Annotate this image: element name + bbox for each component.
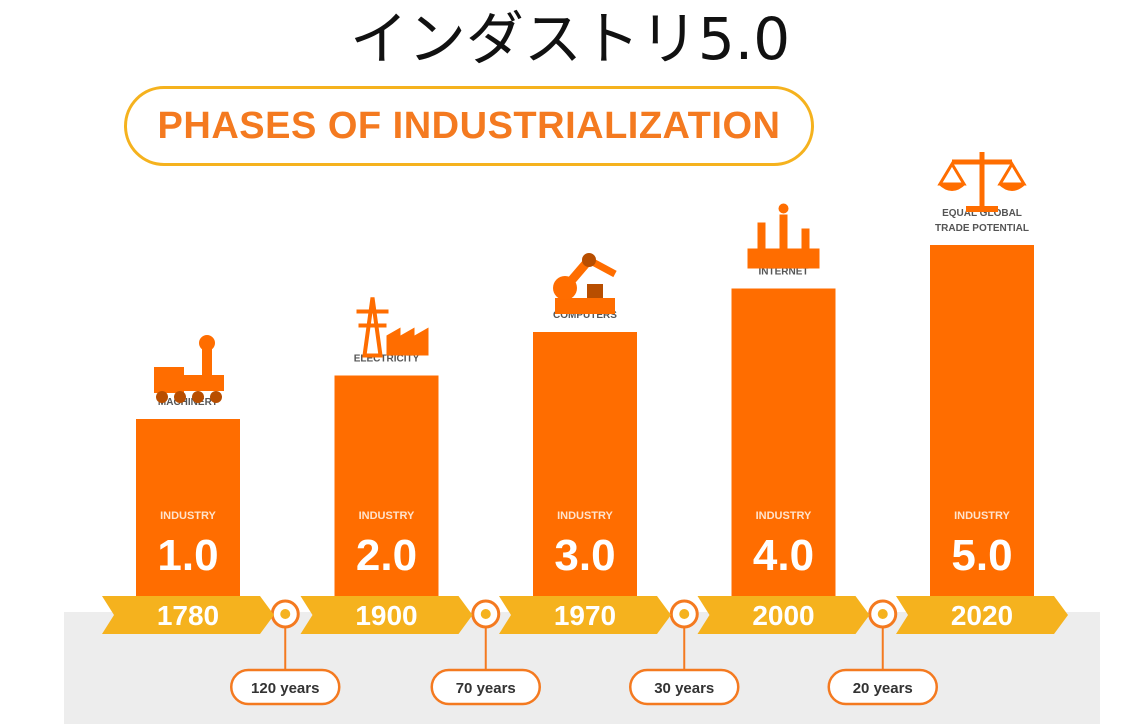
bar-industry-label: INDUSTRY (756, 510, 812, 522)
year-arrow (102, 596, 274, 634)
bar-value-label: 1.0 (157, 531, 218, 580)
phase-annotation: EQUAL GLOBAL (942, 208, 1022, 219)
robot-base (555, 298, 615, 314)
industry-bar (533, 332, 637, 596)
scale-base (966, 206, 998, 212)
phase-annotation: ELECTRICITY (354, 354, 420, 365)
train-wheel (192, 391, 204, 403)
year-label: 1900 (355, 600, 417, 631)
interval-label: 20 years (853, 680, 913, 697)
year-arrow (300, 596, 473, 634)
factory-body (747, 248, 820, 269)
year-label: 2020 (951, 600, 1013, 631)
robot-box (587, 284, 603, 298)
balance-scale-icon (937, 152, 1027, 212)
year-arrow (499, 596, 671, 634)
industry-bar (930, 245, 1034, 596)
heading-pill: PHASES OF INDUSTRIALIZATION (124, 86, 814, 166)
phase-annotation: TRADE POTENTIAL (935, 223, 1029, 234)
bar-industry-label: INDUSTRY (359, 510, 415, 522)
bar-value-label: 2.0 (356, 531, 417, 580)
bar-industry-label: INDUSTRY (954, 510, 1010, 522)
industry-bar (136, 419, 240, 596)
scale-right-pan (998, 184, 1026, 191)
page-title: インダストリ5.0 (349, 5, 791, 73)
train-wheel (156, 391, 168, 403)
train-wheel (210, 391, 222, 403)
factory-chimney (757, 222, 766, 251)
bar-industry-label: INDUSTRY (160, 510, 216, 522)
factory (386, 327, 429, 356)
year-label: 2000 (752, 600, 814, 631)
interval-marker-dot (679, 609, 690, 619)
factory-icon (747, 203, 820, 269)
interval-label: 70 years (456, 680, 516, 697)
robot-elbow (582, 253, 596, 267)
train-smoke (199, 335, 215, 351)
steam-train-icon (154, 335, 224, 403)
train-wheel (174, 391, 186, 403)
interval-label: 120 years (251, 680, 319, 697)
robot-arm-icon (553, 253, 617, 314)
year-label: 1780 (157, 600, 219, 631)
train-boiler (184, 375, 224, 391)
factory-chimney (779, 214, 788, 251)
industry-bar (334, 375, 439, 596)
train-chimney (202, 347, 212, 377)
interval-pill (230, 668, 341, 706)
interval-marker-dot (280, 609, 291, 619)
bar-value-label: 4.0 (753, 531, 814, 580)
scale-right-chain (997, 161, 1027, 186)
power-pylon-factory-icon (356, 297, 429, 358)
phase-annotation: INTERNET (759, 267, 809, 278)
interval-marker-dot (877, 609, 888, 619)
train-cab (154, 367, 184, 393)
scale-left-chain (937, 161, 967, 186)
phase-annotation: COMPUTERS (553, 310, 617, 321)
year-arrow (697, 596, 870, 634)
interval-label: 30 years (654, 680, 714, 697)
heading-text: PHASES OF INDUSTRIALIZATION (157, 104, 781, 147)
interval-pill (430, 668, 541, 706)
interval-marker-dot (480, 609, 491, 619)
year-arrow (896, 596, 1068, 634)
bar-value-label: 3.0 (554, 531, 615, 580)
industry-bar (731, 288, 836, 596)
interval-pill (827, 668, 938, 706)
bar-industry-label: INDUSTRY (557, 510, 613, 522)
factory-smoke (778, 203, 789, 214)
interval-pill (629, 668, 740, 706)
year-label: 1970 (554, 600, 616, 631)
phase-annotation: MACHINERY (158, 397, 219, 408)
scale-left-pan (938, 184, 966, 191)
factory-chimney (801, 228, 810, 251)
bar-value-label: 5.0 (951, 531, 1012, 580)
